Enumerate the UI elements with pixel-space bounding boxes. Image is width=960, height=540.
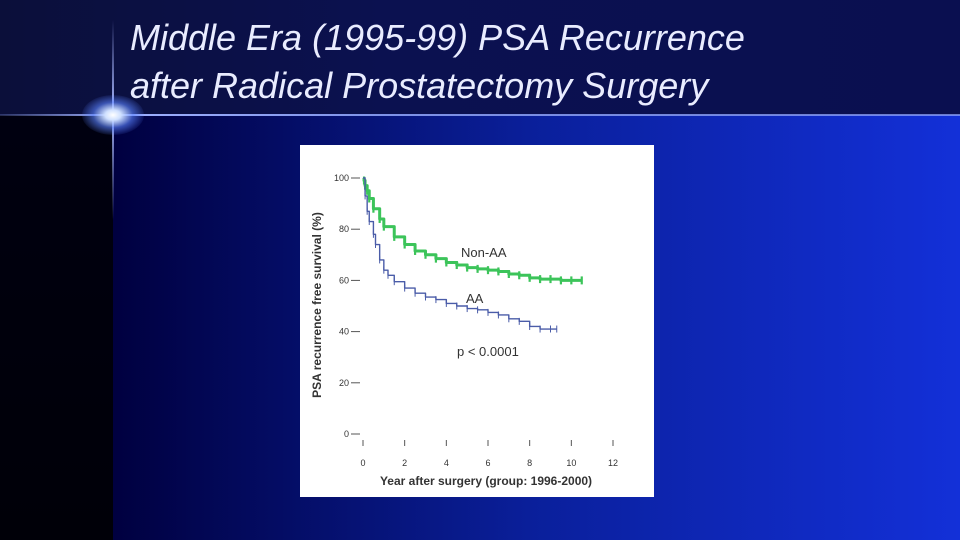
chart-figure: 0 20 40 60 80 100 0 2 4 6 8 10 12 Non-AA AA p < 0.00… [300, 145, 654, 497]
title-line-1: Middle Era (1995-99) PSA Recurrence [130, 17, 745, 58]
series-label-nonaa: Non-AA [461, 245, 507, 260]
left-panel [0, 115, 113, 540]
y-tick-label: 20 [339, 378, 349, 388]
x-tick-label: 10 [566, 458, 576, 468]
p-value-label: p < 0.0001 [457, 344, 519, 359]
series-line-nonaa [362, 176, 582, 282]
y-tick-label: 40 [339, 327, 349, 337]
lens-flare-icon [82, 95, 144, 135]
x-tick-label: 12 [608, 458, 618, 468]
series-line-aa [363, 177, 557, 330]
y-tick-label: 0 [344, 429, 349, 439]
slide-title: Middle Era (1995-99) PSA Recurrence afte… [130, 14, 930, 110]
survival-chart: 0 20 40 60 80 100 0 2 4 6 8 10 12 Non-AA AA p < 0.00… [310, 173, 618, 488]
x-tick-label: 6 [485, 458, 490, 468]
y-tick-label: 80 [339, 224, 349, 234]
series-label-aa: AA [466, 291, 484, 306]
x-tick-label: 4 [444, 458, 449, 468]
x-tick-label: 2 [402, 458, 407, 468]
title-line-2: after Radical Prostatectomy Surgery [130, 65, 709, 106]
y-axis-label: PSA recurrence free survival (%) [310, 212, 324, 398]
y-tick-label: 60 [339, 275, 349, 285]
title-bar [0, 0, 960, 115]
x-axis-label: Year after surgery (group: 1996-2000) [380, 474, 592, 488]
x-tick-label: 0 [360, 458, 365, 468]
x-tick-label: 8 [527, 458, 532, 468]
y-tick-label: 100 [334, 173, 349, 183]
divider-line [0, 114, 960, 116]
